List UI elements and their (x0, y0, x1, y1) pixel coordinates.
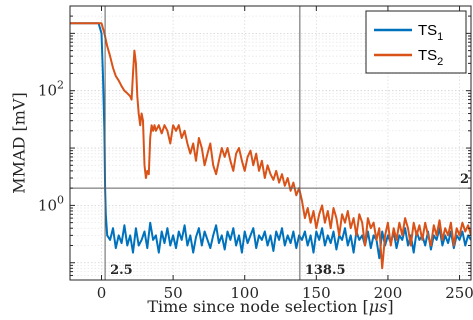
x-tick-label: 150 (302, 284, 331, 302)
y-tick-label: 100 (38, 193, 64, 214)
vertical-marker-label: 2.5 (110, 263, 133, 278)
y-tick-label: 102 (38, 79, 64, 100)
y-axis-label: MMAD [mV] (10, 92, 29, 193)
series-line-ts1 (70, 22, 471, 260)
markers: 2.5 138.5 2 (70, 6, 471, 280)
legend-box (365, 10, 467, 74)
x-tick-label: 200 (374, 284, 403, 302)
ticks: 0 50 100 150 200 250 100 102 (38, 5, 473, 302)
legend-label: TS1 (418, 22, 443, 43)
x-tick-label: 250 (445, 284, 473, 302)
series-line-ts2 (70, 22, 471, 270)
x-tick-label: 0 (97, 284, 107, 302)
x-axis-label: Time since node selection [μs] (147, 297, 393, 316)
vertical-marker-label: 138.5 (305, 263, 346, 278)
plot-frame (69, 5, 472, 281)
horizontal-marker-label: 2 (460, 172, 469, 187)
x-tick-label: 100 (230, 284, 259, 302)
series-lines (70, 22, 471, 270)
x-tick-label: 50 (164, 284, 183, 302)
legend-label: TS2 (418, 47, 443, 68)
